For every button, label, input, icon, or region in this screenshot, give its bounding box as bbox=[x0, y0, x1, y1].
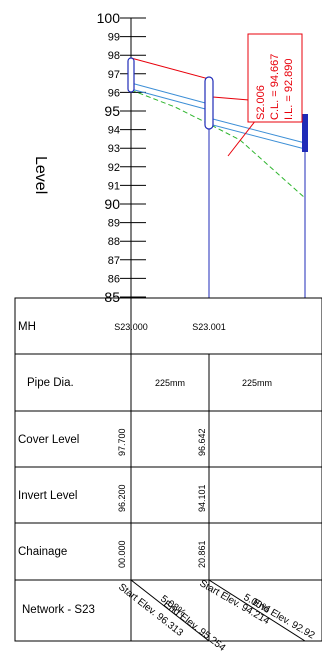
row-label-network: Network - S23 bbox=[22, 604, 95, 616]
row-label-cover-level: Cover Level bbox=[18, 434, 79, 446]
pipe-dia-1: 225mm bbox=[155, 378, 185, 388]
axis-tick-label: 89 bbox=[108, 218, 120, 230]
chainage-s23-000: 00.000 bbox=[117, 540, 127, 568]
cover-level-s23-000: 97.700 bbox=[117, 428, 127, 456]
pipe-dia-2: 225mm bbox=[242, 378, 272, 388]
axis-tick-label: 100 bbox=[97, 10, 121, 26]
invert-level-s23-000: 96.200 bbox=[117, 484, 127, 512]
data-table bbox=[14, 297, 322, 642]
axis-title: Level bbox=[32, 156, 49, 194]
axis-tick-label: 96 bbox=[108, 87, 120, 99]
axis-tick-label: 94 bbox=[108, 125, 120, 137]
chainage-s23-001: 20.861 bbox=[197, 540, 207, 568]
axis-tick-label: 95 bbox=[104, 103, 120, 119]
cover-level-s23-001: 96.642 bbox=[197, 428, 207, 456]
row-label-invert-level: Invert Level bbox=[18, 490, 77, 502]
axis-tick-label: 97 bbox=[108, 69, 120, 81]
mh-name-s23-000: S23.000 bbox=[114, 322, 148, 332]
annotation-leader bbox=[227, 119, 257, 157]
annotation-manhole: S2.006 bbox=[255, 85, 267, 120]
axis-tick-label: 93 bbox=[108, 143, 120, 155]
manhole-s23-001-shaft bbox=[204, 76, 214, 130]
row-label-mh: MH bbox=[18, 321, 36, 333]
annotation-invert-level: I.L. = 92.890 bbox=[283, 59, 295, 120]
axis-tick-label: 99 bbox=[108, 32, 120, 44]
manhole-s2-006-shaft bbox=[302, 114, 308, 152]
invert-level-s23-001: 94.101 bbox=[197, 484, 207, 512]
axis-tick-label: 88 bbox=[108, 236, 120, 248]
row-label-chainage: Chainage bbox=[18, 546, 67, 558]
axis-tick-label: 87 bbox=[108, 255, 120, 267]
axis-tick-label: 98 bbox=[108, 50, 120, 62]
row-label-pipe-dia: Pipe Dia. bbox=[27, 377, 74, 389]
mh-name-s23-001: S23.001 bbox=[192, 322, 226, 332]
pipe-lines bbox=[130, 82, 306, 150]
axis-tick-label: 91 bbox=[108, 180, 120, 192]
annotation-box bbox=[247, 33, 303, 123]
manhole-s23-000-shaft bbox=[127, 57, 135, 93]
axis-tick-label: 86 bbox=[108, 273, 120, 285]
axis-tick-label: 92 bbox=[108, 162, 120, 174]
axis-tick-label: 85 bbox=[104, 289, 120, 305]
axis-tick-label: 90 bbox=[104, 196, 120, 212]
level-axis: 100 99 98 97 96 95 94 93 92 91 90 89 88 87 86 85 Level bbox=[32, 10, 146, 305]
annotation-cover-level: C.L. = 94.667 bbox=[269, 54, 281, 120]
